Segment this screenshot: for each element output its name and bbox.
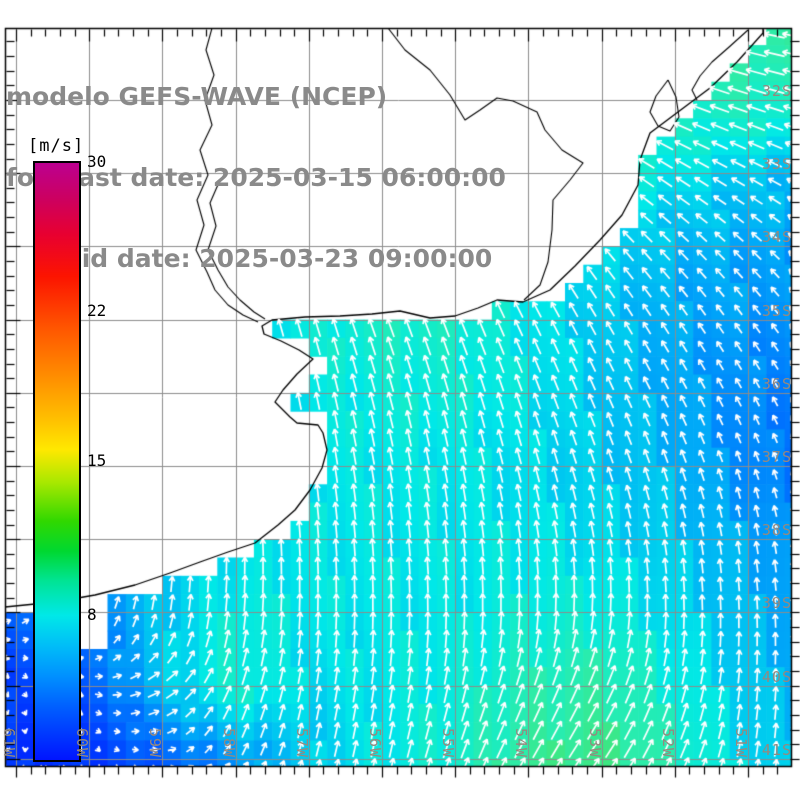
wave-forecast-map-view: modelo GEFS-WAVE (NCEP) forecast date: 2… (0, 0, 800, 800)
map-canvas (0, 0, 800, 800)
